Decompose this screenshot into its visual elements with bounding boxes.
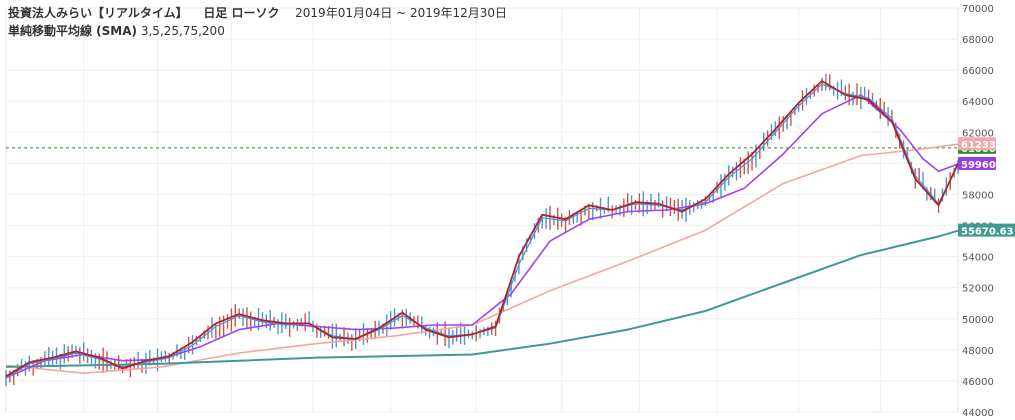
chart-title: 投資法人みらい【リアルタイム】 日足 ローソク 2019年01月04日 ~ 20… [8, 4, 507, 21]
y-tick-label: 44000 [962, 408, 994, 419]
chart-kind: 日足 ローソク [203, 6, 280, 20]
price-tag-label: 61233 [961, 140, 996, 151]
price-tag-label: 55670.63 [961, 227, 1014, 238]
y-tick-label: 64000 [962, 97, 994, 108]
y-tick-label: 62000 [962, 128, 994, 139]
y-tick-label: 52000 [962, 284, 994, 295]
price-tag-label: 59960 [961, 160, 996, 171]
y-tick-label: 58000 [962, 190, 994, 201]
period-end: 2019年12月30日 [409, 6, 508, 20]
y-tick-label: 50000 [962, 315, 994, 326]
period-start: 2019年01月04日 [295, 6, 393, 20]
period-separator: ~ [396, 6, 407, 20]
stock-name: 投資法人みらい【リアルタイム】 [8, 6, 188, 20]
y-tick-label: 46000 [962, 377, 994, 388]
plot-area [5, 7, 959, 413]
y-tick-label: 48000 [962, 346, 994, 357]
y-tick-label: 70000 [962, 4, 994, 15]
y-tick-label: 54000 [962, 253, 994, 264]
price-tag-bg [958, 157, 996, 171]
indicator-legend: 単純移動平均線 (SMA) 3,5,25,75,200 [8, 22, 225, 39]
indicator-name: 単純移動平均線 (SMA) [8, 24, 138, 38]
indicator-params: 3,5,25,75,200 [140, 24, 225, 38]
price-tag-bg [958, 137, 996, 151]
y-tick-label: 66000 [962, 66, 994, 77]
series-line-sma-200 [5, 229, 959, 368]
series-line-sma-3 [5, 80, 959, 378]
price-tag-bg [958, 223, 1015, 237]
y-tick-label: 68000 [962, 35, 994, 46]
series-line-sma-75 [5, 143, 959, 375]
